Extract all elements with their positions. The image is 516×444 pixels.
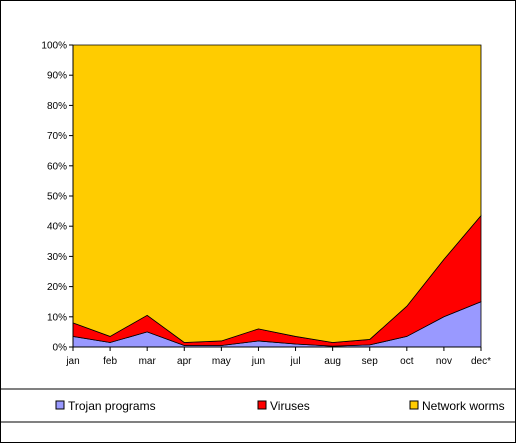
x-tick-label: apr [177,356,192,367]
x-tick-label: sep [362,356,379,367]
x-tick-label: jun [251,356,265,367]
y-tick-label: 50% [47,192,67,203]
y-tick-label: 40% [47,222,67,233]
legend-swatch [55,400,65,410]
legend-label: Trojan programs [68,399,156,413]
legend-label: Viruses [270,399,310,413]
x-tick-label: dec* [471,356,491,367]
y-tick-label: 10% [47,312,67,323]
x-tick-label: jan [65,356,79,367]
y-tick-label: 90% [47,71,67,82]
legend-items: Trojan programs Viruses Network worms [55,399,505,413]
y-tick-label: 80% [47,101,67,112]
legend-entry-viruses: Viruses [257,399,310,413]
legend-label: Network worms [422,399,505,413]
areas-layer [72,44,482,348]
y-tick-label: 30% [47,252,67,263]
y-tick-label: 70% [47,131,67,142]
legend-swatch [409,400,419,410]
y-tick-label: 60% [47,161,67,172]
x-tick-label: may [212,356,231,367]
x-tick-label: oct [400,356,414,367]
legend: Trojan programs Viruses Network worms [1,388,516,423]
x-ticks-layer: jan feb mar apr may jun jul aug sep oct nov dec* [65,347,491,367]
y-tick-label: 0% [53,343,68,354]
area-series-network-worms [72,44,482,343]
x-tick-label: jul [290,356,301,367]
legend-swatch [257,400,267,410]
legend-entry-trojan-programs: Trojan programs [55,399,156,413]
y-tick-label: 100% [41,41,67,52]
x-tick-label: nov [436,356,452,367]
legend-entry-network-worms: Network worms [409,399,505,413]
x-tick-label: mar [139,356,157,367]
y-tick-label: 20% [47,282,67,293]
x-tick-label: aug [324,356,341,367]
y-ticks-layer: 0% 10% 20% 30% 40% 50% 60% 70% 80% 90% 100% [41,41,73,354]
x-tick-label: feb [103,356,117,367]
